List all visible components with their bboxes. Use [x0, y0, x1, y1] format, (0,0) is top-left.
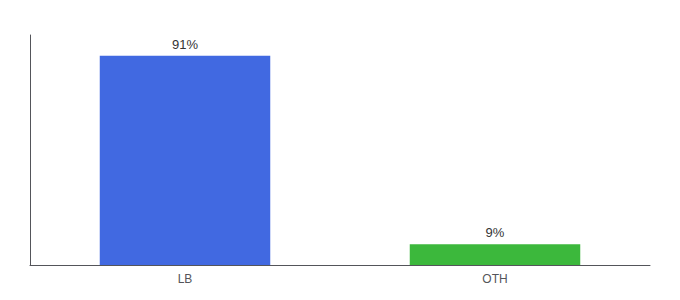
svg-text:9%: 9%	[486, 225, 505, 240]
svg-text:91%: 91%	[172, 37, 198, 52]
svg-text:LB: LB	[178, 272, 193, 286]
svg-text:OTH: OTH	[482, 272, 507, 286]
